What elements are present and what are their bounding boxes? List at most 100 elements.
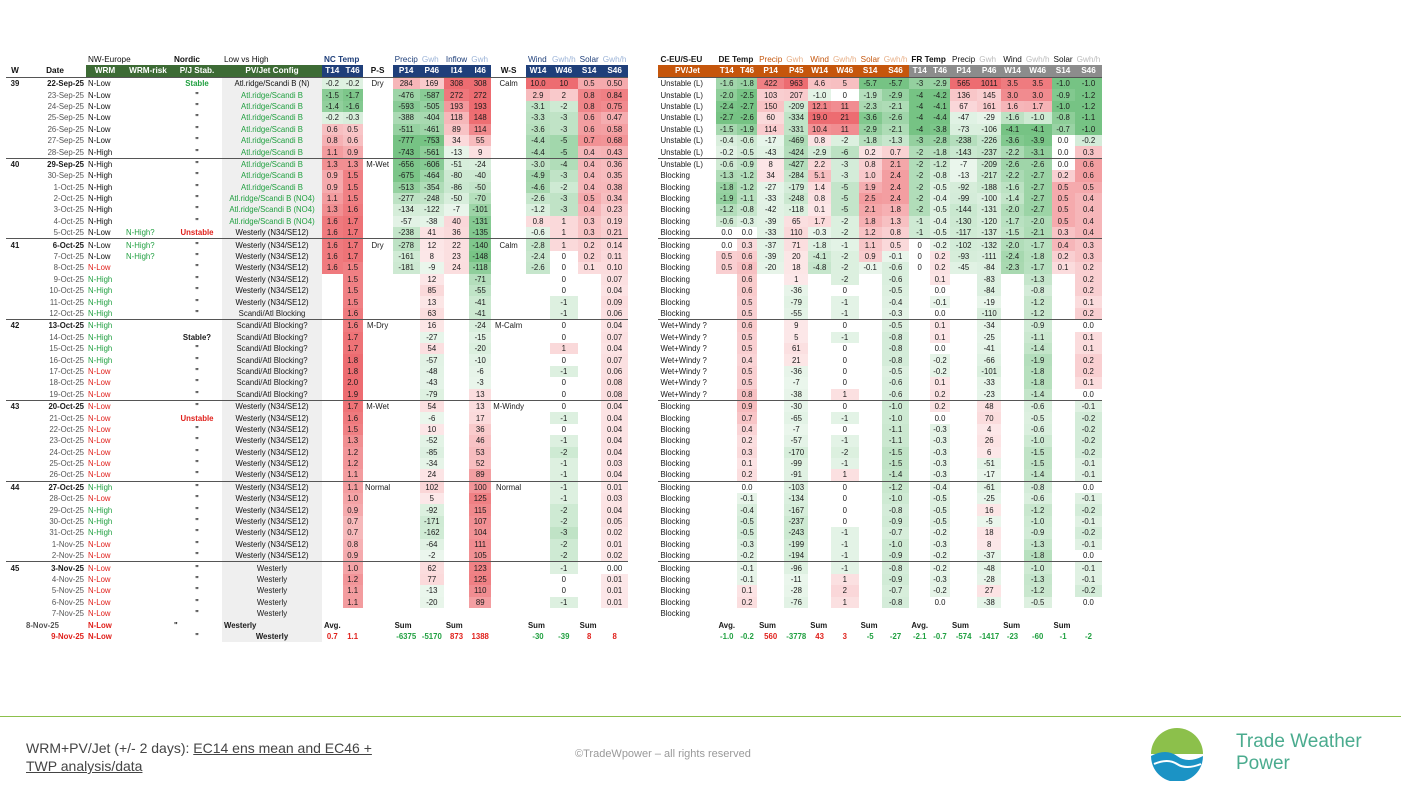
cell-wind-w46: -3 [549, 204, 578, 216]
cell-wrm: N-Low [88, 436, 111, 446]
cell-fr-t46: -0.5 [930, 515, 951, 528]
cell-fr-wind-w46: -3.1 [1023, 146, 1052, 159]
cell-precip-summary [363, 608, 393, 619]
cell-fr-t14: 0 [917, 263, 922, 273]
cell-solar-s14 [578, 354, 601, 365]
cell-fr-t46: -0.1 [930, 296, 951, 308]
cell-fr-t14 [909, 447, 930, 458]
cell-inflow-i14: 873 [450, 631, 464, 641]
cell-precip-summary [363, 619, 393, 630]
cell-wind-summary [491, 424, 526, 435]
cell-fr-precip-p46: -1417 [979, 631, 1000, 641]
cell-date: 5-Nov-25 [51, 586, 84, 596]
cell-precip-p14 [393, 412, 420, 423]
cell-nc-t14: -1.4 [322, 100, 343, 113]
cell-precip-p14 [393, 574, 420, 585]
cell-fr-wind-w14 [1001, 550, 1024, 562]
cell-nc-t14: 1.6 [322, 250, 343, 263]
cell-de-solar-s14: -1.8 [858, 134, 882, 147]
cell-inflow-i46: 272 [469, 89, 492, 101]
column-header: S46 [881, 65, 910, 78]
cell-nc-t46: 1.5 [342, 192, 363, 205]
column-header: T14 [909, 65, 931, 78]
cell-de-t46: -0.6 [737, 134, 758, 147]
cell-de-wind-w14: 0.8 [808, 134, 831, 147]
cell-fr-solar-s46: 0.4 [1074, 204, 1103, 216]
cell-nc-t46: 1.2 [342, 457, 363, 470]
cell-inflow-i46: -101 [469, 204, 492, 216]
cell-pj-stability: Stable? [182, 332, 212, 342]
cell-nc-t14 [322, 285, 343, 296]
cell-wind-w14: -30 [532, 631, 544, 641]
cell-fr-precip-p14 [950, 435, 977, 446]
cell-fr-t46: -0.2 [930, 527, 951, 539]
cell-precip-summary [363, 527, 393, 538]
cell-de-precip-p45 [784, 619, 808, 630]
cell-fr-solar-s14 [1052, 435, 1075, 446]
cell-fr-t14: -2 [909, 157, 931, 171]
cell-nc-t14 [322, 561, 343, 574]
cell-precip-p46: -5170 [421, 631, 442, 641]
cell-precip-p14 [393, 389, 420, 401]
cell-fr-precip-p14: 67 [950, 100, 978, 113]
cell-de-t46: -0.5 [737, 146, 758, 159]
cell-spacer [628, 412, 658, 423]
cell-de-wind-w14 [808, 319, 831, 332]
table-row: 44 27-Oct-25 N-High " Westerly (N34/SE12) 1.1… [6, 480, 1103, 494]
cell-fr-solar-s46: -0.2 [1074, 527, 1103, 539]
cell-fr-wind-w46: -1.8 [1023, 365, 1052, 378]
brand-name: Trade Weather Power [1236, 731, 1362, 775]
cell-week [6, 574, 24, 585]
cell-wind-w14 [526, 274, 550, 285]
cell-pv-jet-config: Westerly (N34/SE12) [222, 550, 322, 562]
cell-wind-w14: -4.9 [525, 170, 550, 182]
cell-wrm-risk [124, 493, 172, 504]
cell-date: 6-Nov-25 [51, 597, 84, 607]
cell-de-solar-s14 [859, 493, 882, 504]
cell-spacer [628, 204, 658, 215]
cell-spacer [628, 227, 658, 239]
cell-wrm: N-High [88, 274, 113, 284]
cell-pj-stability: " [195, 182, 199, 192]
cell-fr-solar-s14 [1052, 447, 1075, 458]
cell-precip-summary [363, 262, 393, 273]
cell-pj-stability: " [195, 101, 199, 111]
cell-de-t46: 0.9 [737, 399, 758, 413]
cell-fr-wind-w46: -0.9 [1023, 319, 1052, 332]
cell-pv-jet-config: Atl.ridge/Scandi B [222, 170, 322, 182]
cell-date: 26-Sep-25 [47, 124, 84, 134]
cell-de-solar-s46: 0.8 [881, 227, 910, 239]
cell-precip-p46: -92 [419, 504, 444, 516]
group-header-gwh5: Gwh [786, 55, 804, 64]
cell-de-wind-w46: -1 [830, 238, 859, 251]
cell-fr-precip-p14 [950, 504, 977, 515]
cell-ceu-pv-jet: Blocking [660, 609, 690, 619]
cell-fr-solar-s46: 0.0 [1074, 480, 1103, 494]
footer-line2[interactable]: TWP analysis/data [26, 758, 143, 774]
footer-link[interactable]: EC14 ens mean and EC46 + [193, 740, 372, 756]
cell-de-solar-s14 [858, 399, 882, 413]
cell-ceu-pv-jet: Blocking [660, 494, 690, 504]
cell-pv-jet-config: Westerly (N34/SE12) [222, 538, 322, 551]
cell-wrm: N-Low [88, 263, 111, 273]
cell-de-wind-w46: -1 [830, 296, 859, 308]
cell-fr-wind-w46: -2.7 [1023, 192, 1052, 205]
cell-precip-summary [363, 274, 393, 285]
cell-wind-w14: 2.9 [525, 89, 550, 101]
cell-precip-p46: 63 [419, 307, 444, 320]
cell-de-precip-p14 [757, 274, 784, 285]
cell-wrm: N-Low [88, 124, 111, 134]
cell-de-t46: 0.5 [737, 296, 758, 308]
cell-date: 22-Oct-25 [49, 424, 84, 434]
cell-wind-w14 [526, 597, 550, 608]
cell-fr-precip-p46: 6 [977, 446, 1002, 458]
cell-fr-t46: -0.3 [930, 435, 951, 447]
cell-fr-solar-s46: -0.2 [1074, 446, 1103, 458]
cell-precip-summary [363, 354, 393, 365]
cell-precip-summary [363, 493, 393, 504]
cell-date: 7-Oct-25 [53, 252, 84, 262]
cell-nc-t14: 0.6 [322, 123, 343, 135]
cell-de-solar-s46: -0.8 [881, 331, 910, 343]
cell-spacer [628, 262, 658, 273]
cell-inflow-i46: 308 [469, 77, 492, 90]
